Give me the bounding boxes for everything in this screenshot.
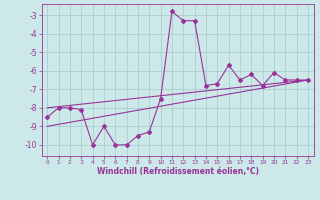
X-axis label: Windchill (Refroidissement éolien,°C): Windchill (Refroidissement éolien,°C) [97,167,259,176]
